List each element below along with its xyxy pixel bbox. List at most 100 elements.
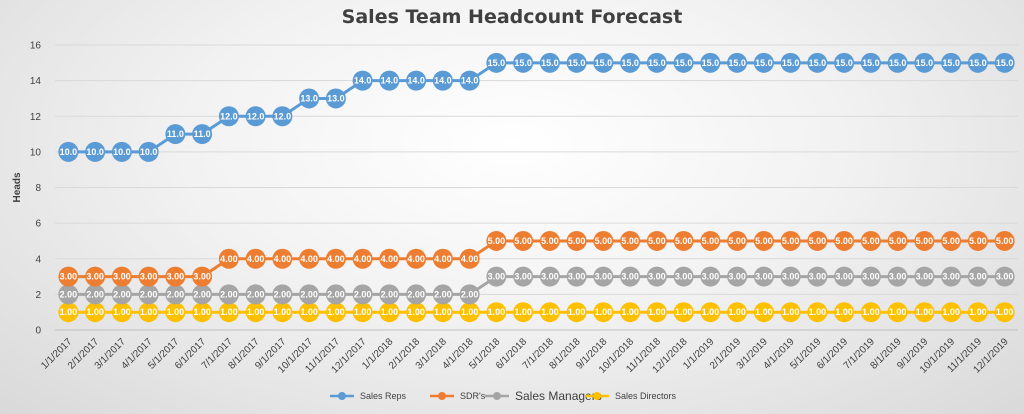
- data-point: [218, 106, 239, 127]
- data-label: 1.00: [702, 307, 720, 317]
- data-point: [994, 302, 1015, 323]
- data-label: 5.00: [675, 236, 693, 246]
- data-point: [299, 88, 320, 109]
- data-label: 2.00: [381, 289, 399, 299]
- data-label: 5.00: [514, 236, 532, 246]
- data-label: 1.00: [140, 307, 158, 317]
- data-point: [967, 52, 988, 73]
- data-label: 3.00: [755, 272, 773, 282]
- data-label: 5.00: [835, 236, 853, 246]
- data-label: 4.00: [247, 254, 265, 264]
- data-label: 4.00: [300, 254, 318, 264]
- data-label: 4.00: [461, 254, 479, 264]
- data-label: 13.0: [327, 93, 345, 103]
- data-point: [513, 52, 534, 73]
- data-point: [780, 230, 801, 251]
- data-label: 1.00: [969, 307, 987, 317]
- data-point: [192, 284, 213, 305]
- data-label: 3.00: [728, 272, 746, 282]
- data-point: [994, 52, 1015, 73]
- data-label: 2.00: [247, 289, 265, 299]
- data-label: 3.00: [916, 272, 934, 282]
- data-point: [58, 284, 79, 305]
- y-tick-label: 10: [30, 147, 42, 158]
- data-label: 2.00: [220, 289, 238, 299]
- data-point: [887, 266, 908, 287]
- legend-marker: [493, 392, 501, 400]
- data-label: 3.00: [86, 272, 104, 282]
- data-label: 3.00: [514, 272, 532, 282]
- data-label: 1.00: [514, 307, 532, 317]
- data-point: [192, 124, 213, 145]
- data-point: [486, 266, 507, 287]
- data-label: 1.00: [220, 307, 238, 317]
- data-label: 15.0: [809, 58, 827, 68]
- data-label: 14.0: [381, 76, 399, 86]
- data-point: [218, 248, 239, 269]
- data-label: 1.00: [193, 307, 211, 317]
- y-tick-label: 2: [35, 290, 41, 301]
- data-point: [941, 52, 962, 73]
- data-point: [379, 302, 400, 323]
- data-label: 1.00: [541, 307, 559, 317]
- data-point: [753, 52, 774, 73]
- data-label: 14.0: [434, 76, 452, 86]
- data-label: 1.00: [568, 307, 586, 317]
- data-label: 1.00: [675, 307, 693, 317]
- data-point: [352, 248, 373, 269]
- data-point: [432, 248, 453, 269]
- y-tick-label: 14: [30, 76, 42, 87]
- data-label: 2.00: [434, 289, 452, 299]
- data-point: [780, 302, 801, 323]
- y-tick-label: 4: [35, 254, 41, 265]
- data-label: 1.00: [167, 307, 185, 317]
- data-point: [165, 284, 186, 305]
- data-point: [85, 284, 106, 305]
- data-label: 15.0: [541, 58, 559, 68]
- data-point: [111, 141, 132, 162]
- data-label: 5.00: [621, 236, 639, 246]
- legend-marker: [593, 392, 601, 400]
- data-point: [352, 70, 373, 91]
- data-label: 3.00: [835, 272, 853, 282]
- data-label: 5.00: [595, 236, 613, 246]
- data-point: [620, 230, 641, 251]
- data-point: [513, 266, 534, 287]
- data-label: 11.0: [167, 129, 184, 139]
- data-point: [646, 302, 667, 323]
- data-point: [566, 230, 587, 251]
- data-point: [941, 230, 962, 251]
- data-label: 3.00: [60, 272, 78, 282]
- data-point: [646, 230, 667, 251]
- data-label: 2.00: [113, 289, 131, 299]
- data-point: [566, 52, 587, 73]
- y-tick-label: 6: [35, 219, 41, 230]
- data-label: 3.00: [568, 272, 586, 282]
- data-label: 14.0: [354, 76, 372, 86]
- data-point: [646, 266, 667, 287]
- data-point: [272, 106, 293, 127]
- data-point: [325, 302, 346, 323]
- data-label: 3.00: [488, 272, 506, 282]
- data-point: [325, 248, 346, 269]
- data-point: [646, 52, 667, 73]
- data-label: 2.00: [60, 289, 78, 299]
- data-label: 12.0: [274, 111, 292, 121]
- data-label: 1.00: [916, 307, 934, 317]
- data-point: [379, 248, 400, 269]
- data-point: [486, 230, 507, 251]
- series-sdr-s: 3.00 3.00 3.00 3.00 3.00 3.00 4.00 4.00 4.00 4.00…: [58, 230, 1015, 287]
- data-point: [727, 230, 748, 251]
- data-label: 2.00: [327, 289, 345, 299]
- data-label: 1.00: [728, 307, 746, 317]
- data-point: [245, 248, 266, 269]
- data-label: 5.00: [648, 236, 666, 246]
- data-point: [138, 266, 159, 287]
- data-point: [486, 302, 507, 323]
- data-point: [914, 266, 935, 287]
- data-point: [513, 302, 534, 323]
- data-label: 15.0: [595, 58, 613, 68]
- data-point: [245, 302, 266, 323]
- data-label: 2.00: [167, 289, 185, 299]
- data-label: 4.00: [407, 254, 425, 264]
